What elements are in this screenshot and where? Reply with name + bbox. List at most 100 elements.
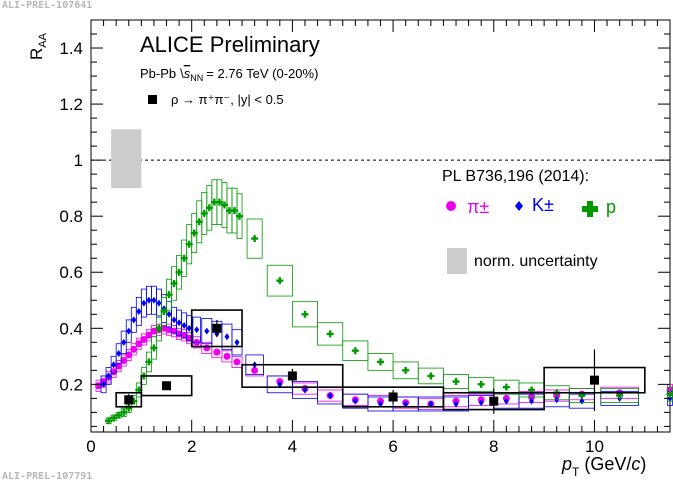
proton-point — [528, 386, 536, 394]
kaon-legend-label: K± — [532, 195, 554, 215]
kaon-point — [146, 296, 152, 304]
collision-system-label: Pb-Pb \sNN = 2.76 TeV (0-20%) — [140, 66, 318, 83]
proton-point — [205, 204, 213, 212]
rho-sys-box — [190, 309, 243, 348]
rho-point — [287, 371, 297, 381]
y-tick-label: 1.2 — [59, 95, 83, 114]
proton-point — [150, 344, 158, 352]
x-tick-label: 0 — [86, 437, 95, 456]
kaon-point — [224, 333, 230, 341]
kaon-point — [141, 299, 147, 307]
pion-point — [120, 357, 128, 365]
kaon-point — [116, 350, 122, 358]
proton-point — [236, 212, 244, 220]
proton-point — [616, 392, 624, 400]
proton-sys-box — [266, 264, 293, 297]
axes-layer: 0 2 4 6 8 10 0.2 0.4 0.6 0.8 1 1.2 1.4 — [59, 20, 671, 456]
pion-point — [233, 358, 241, 366]
kaon-point — [151, 296, 157, 304]
kaon-point — [529, 397, 535, 405]
experiment-title: ALICE Preliminary — [140, 32, 320, 57]
proton-point — [225, 207, 233, 215]
proton-point — [120, 408, 128, 416]
proton-point — [578, 392, 586, 400]
kaon-point — [428, 400, 434, 408]
proton-point — [230, 207, 238, 215]
proton-point — [200, 209, 208, 217]
kaon-point — [503, 397, 509, 405]
pion-point — [213, 348, 221, 356]
rho-sys-box — [140, 375, 193, 397]
proton-legend-label: p — [606, 197, 616, 217]
proton-point — [190, 229, 198, 237]
kaon-point — [181, 321, 187, 329]
proton-point — [502, 383, 510, 391]
kaon-point — [194, 326, 200, 334]
proton-point — [301, 310, 309, 318]
top-preliminary-id: ALI-PREL-107641 — [2, 0, 93, 11]
kaon-legend-marker — [515, 201, 523, 211]
pion-point — [223, 352, 231, 360]
y-axis-title: RAA — [27, 32, 49, 60]
proton-point — [210, 198, 218, 206]
proton-point — [135, 386, 143, 394]
proton-point — [195, 218, 203, 226]
proton-point — [175, 268, 183, 276]
proton-point — [185, 240, 193, 248]
pion-point — [115, 362, 123, 370]
rho-point — [489, 396, 499, 406]
rho-sys-box — [115, 391, 143, 408]
proton-point — [477, 380, 485, 388]
proton-point — [105, 417, 113, 425]
proton-sys-box — [342, 340, 369, 361]
pion-point — [140, 336, 148, 344]
norm-uncertainty-legend-box — [447, 248, 467, 274]
proton-point — [180, 254, 188, 262]
pion-point — [145, 331, 153, 339]
kaon-point — [378, 400, 383, 408]
y-tick-label: 1 — [74, 151, 83, 170]
x-tick-label: 10 — [585, 437, 604, 456]
proton-point — [220, 201, 228, 209]
y-tick-label: 0.4 — [59, 319, 83, 338]
proton-point — [427, 372, 435, 380]
rho-point — [212, 323, 222, 333]
kaon-sys-box — [192, 316, 201, 343]
x-tick-label: 4 — [288, 437, 297, 456]
proton-point — [377, 358, 384, 366]
kaon-point — [277, 380, 283, 388]
kaon-point — [403, 400, 409, 408]
rho-point — [388, 392, 398, 402]
rho-sys-box — [241, 363, 344, 388]
rho-point — [589, 375, 599, 385]
x-tick-label: 8 — [489, 437, 498, 456]
kaon-point — [121, 338, 127, 346]
proton-sys-box — [317, 322, 344, 346]
kaon-point — [111, 361, 117, 369]
pion-legend-marker — [446, 201, 456, 211]
rho-legend-label: ρ → π⁺π⁻, |y| < 0.5 — [171, 92, 284, 107]
x-axis-title: pT (GeV/c) — [561, 454, 646, 479]
proton-point — [666, 390, 673, 398]
y-tick-label: 1.4 — [59, 39, 83, 58]
kaon-point — [176, 319, 182, 327]
y-tick-label: 0.2 — [59, 375, 83, 394]
pion-legend-label: π± — [467, 197, 489, 217]
kaon-sys-box — [110, 355, 117, 374]
kaon-point — [327, 392, 333, 400]
kaon-point — [186, 324, 192, 332]
proton-legend-marker — [582, 201, 598, 217]
norm-uncertainty-label: norm. uncertainty — [474, 253, 598, 270]
kaon-sys-box — [105, 367, 112, 385]
x-tick-label: 2 — [187, 437, 196, 456]
system-energy: = 2.76 TeV (0-20%) — [206, 66, 318, 81]
proton-point — [326, 330, 334, 338]
kaon-point — [171, 316, 177, 324]
x-tick-label: 6 — [388, 437, 397, 456]
kaon-point — [166, 310, 172, 318]
proton-point — [402, 366, 410, 374]
pion-point — [130, 345, 138, 353]
reference-title: PL B736,196 (2014): — [442, 168, 589, 185]
kaon-point — [106, 372, 112, 380]
